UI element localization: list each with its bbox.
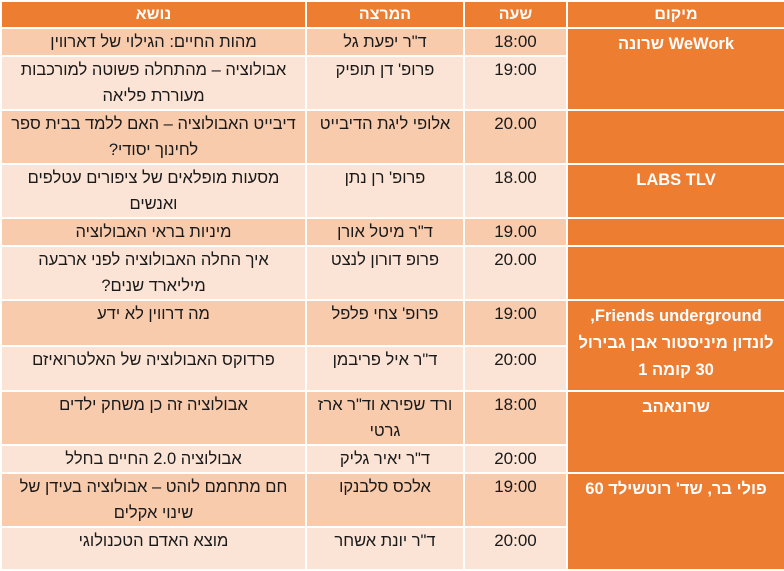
topic-cell: מוצא האדם הטכנולוגי — [0, 526, 307, 571]
topic-cell: פרדוקס האבולוציה של האלטרואיזם — [0, 345, 307, 392]
topic-cell: אבולוציה 2.0 החיים בחלל — [0, 444, 307, 474]
table-row: שרונאהב 18:00 ורד שפירא וד"ר ארז גרטי אבולו… — [0, 390, 784, 474]
location-cell: Friends underground, לונדון מיניסטור אבן… — [566, 299, 784, 392]
time-cell: 19:00 — [463, 299, 568, 347]
time-cell: 18.00 — [463, 163, 568, 219]
header-row: מיקום שעה המרצה נושא — [0, 0, 784, 29]
topic-cell: דיבייט האבולוציה – האם ללמד בבית ספר לחי… — [0, 109, 307, 165]
lecturer-cell: פרופ דורון לנצט — [305, 245, 465, 301]
lecturer-cell: פרופ' רן נתן — [305, 163, 465, 219]
header-time: שעה — [463, 0, 568, 29]
topic-cell: חם מתחמם לוהט – אבולוציה בעידן של שינוי … — [0, 472, 307, 528]
topic-cell: מה דרווין לא ידע — [0, 299, 307, 347]
topic-cell: אבולוציה – מהתחלה פשוטה למורכבות מעוררת … — [0, 55, 307, 111]
table-row: פולי בר, שד' רוטשילד 60 19:00 אלכס סלבנקו ח… — [0, 472, 784, 571]
time-cell: 20:00 — [463, 444, 568, 474]
topic-cell: מהות החיים: הגילוי של דארווין — [0, 27, 307, 57]
table-row: 20:00 ד"ר איל פריבמן פרדוקס האבולוציה של ה… — [0, 345, 784, 392]
time-cell: 18:00 — [463, 27, 568, 57]
time-cell: 19.00 — [463, 217, 568, 247]
lecturer-cell: ד"ר יונת אשחר — [305, 526, 465, 571]
location-cell — [566, 217, 784, 247]
lecturer-cell: פרופ' דן תופיק — [305, 55, 465, 111]
header-topic: נושא — [0, 0, 307, 29]
lecturer-cell: אלופי ליגת הדיבייט — [305, 109, 465, 165]
time-cell: 19:00 — [463, 472, 568, 528]
lecturer-cell: ד"ר יפעת גל — [305, 27, 465, 57]
location-cell: שרונאהב — [566, 390, 784, 474]
header-location: מיקום — [566, 0, 784, 29]
lecturer-cell: פרופ' צחי פלפל — [305, 299, 465, 347]
location-cell: פולי בר, שד' רוטשילד 60 — [566, 472, 784, 571]
location-cell — [566, 109, 784, 165]
table-row: 20.00 פרופ דורון לנצט איך החלה האבולוציה ל… — [0, 245, 784, 301]
table-row: LABS TLV 18.00 פרופ' רן נתן מסעות מופלאים ש… — [0, 163, 784, 219]
table-row: 19:00 פרופ' דן תופיק אבולוציה – מהתחלה פשו… — [0, 55, 784, 111]
lecturer-cell: ד"ר מיטל אורן — [305, 217, 465, 247]
time-cell: 20:00 — [463, 526, 568, 571]
time-cell: 18:00 — [463, 390, 568, 446]
lecturer-cell: ד"ר איל פריבמן — [305, 345, 465, 392]
topic-cell: אבולוציה זה כן משחק ילדים — [0, 390, 307, 446]
location-cell — [566, 245, 784, 301]
header-lecturer: המרצה — [305, 0, 465, 29]
table-row: WeWork שרונה 18:00 ד"ר יפעת גל מהות החיים: … — [0, 27, 784, 111]
table-row: Friends underground, לונדון מיניסטור אבן… — [0, 299, 784, 392]
time-cell: 19:00 — [463, 55, 568, 111]
time-cell: 20.00 — [463, 245, 568, 301]
location-cell: LABS TLV — [566, 163, 784, 219]
time-cell: 20.00 — [463, 109, 568, 165]
location-cell: WeWork שרונה — [566, 27, 784, 111]
topic-cell: מיניות בראי האבולוציה — [0, 217, 307, 247]
topic-cell: מסעות מופלאים של ציפורים עטלפים ואנשים — [0, 163, 307, 219]
table-row: 20:00 ד"ר יונת אשחר מוצא האדם הטכנולוגי — [0, 526, 784, 571]
time-cell: 20:00 — [463, 345, 568, 392]
table-row: 19.00 ד"ר מיטל אורן מיניות בראי האבולוציה — [0, 217, 784, 247]
table-body: WeWork שרונה 18:00 ד"ר יפעת גל מהות החיים: … — [0, 27, 784, 571]
table-row: 20.00 אלופי ליגת הדיבייט דיבייט האבולוציה … — [0, 109, 784, 165]
lecturer-cell: ורד שפירא וד"ר ארז גרטי — [305, 390, 465, 446]
topic-cell: איך החלה האבולוציה לפני ארבעה מיליארד שנ… — [0, 245, 307, 301]
lecturer-cell: אלכס סלבנקו — [305, 472, 465, 528]
lecturer-cell: ד"ר יאיר גליק — [305, 444, 465, 474]
table-row: 20:00 ד"ר יאיר גליק אבולוציה 2.0 החיים בחל… — [0, 444, 784, 474]
